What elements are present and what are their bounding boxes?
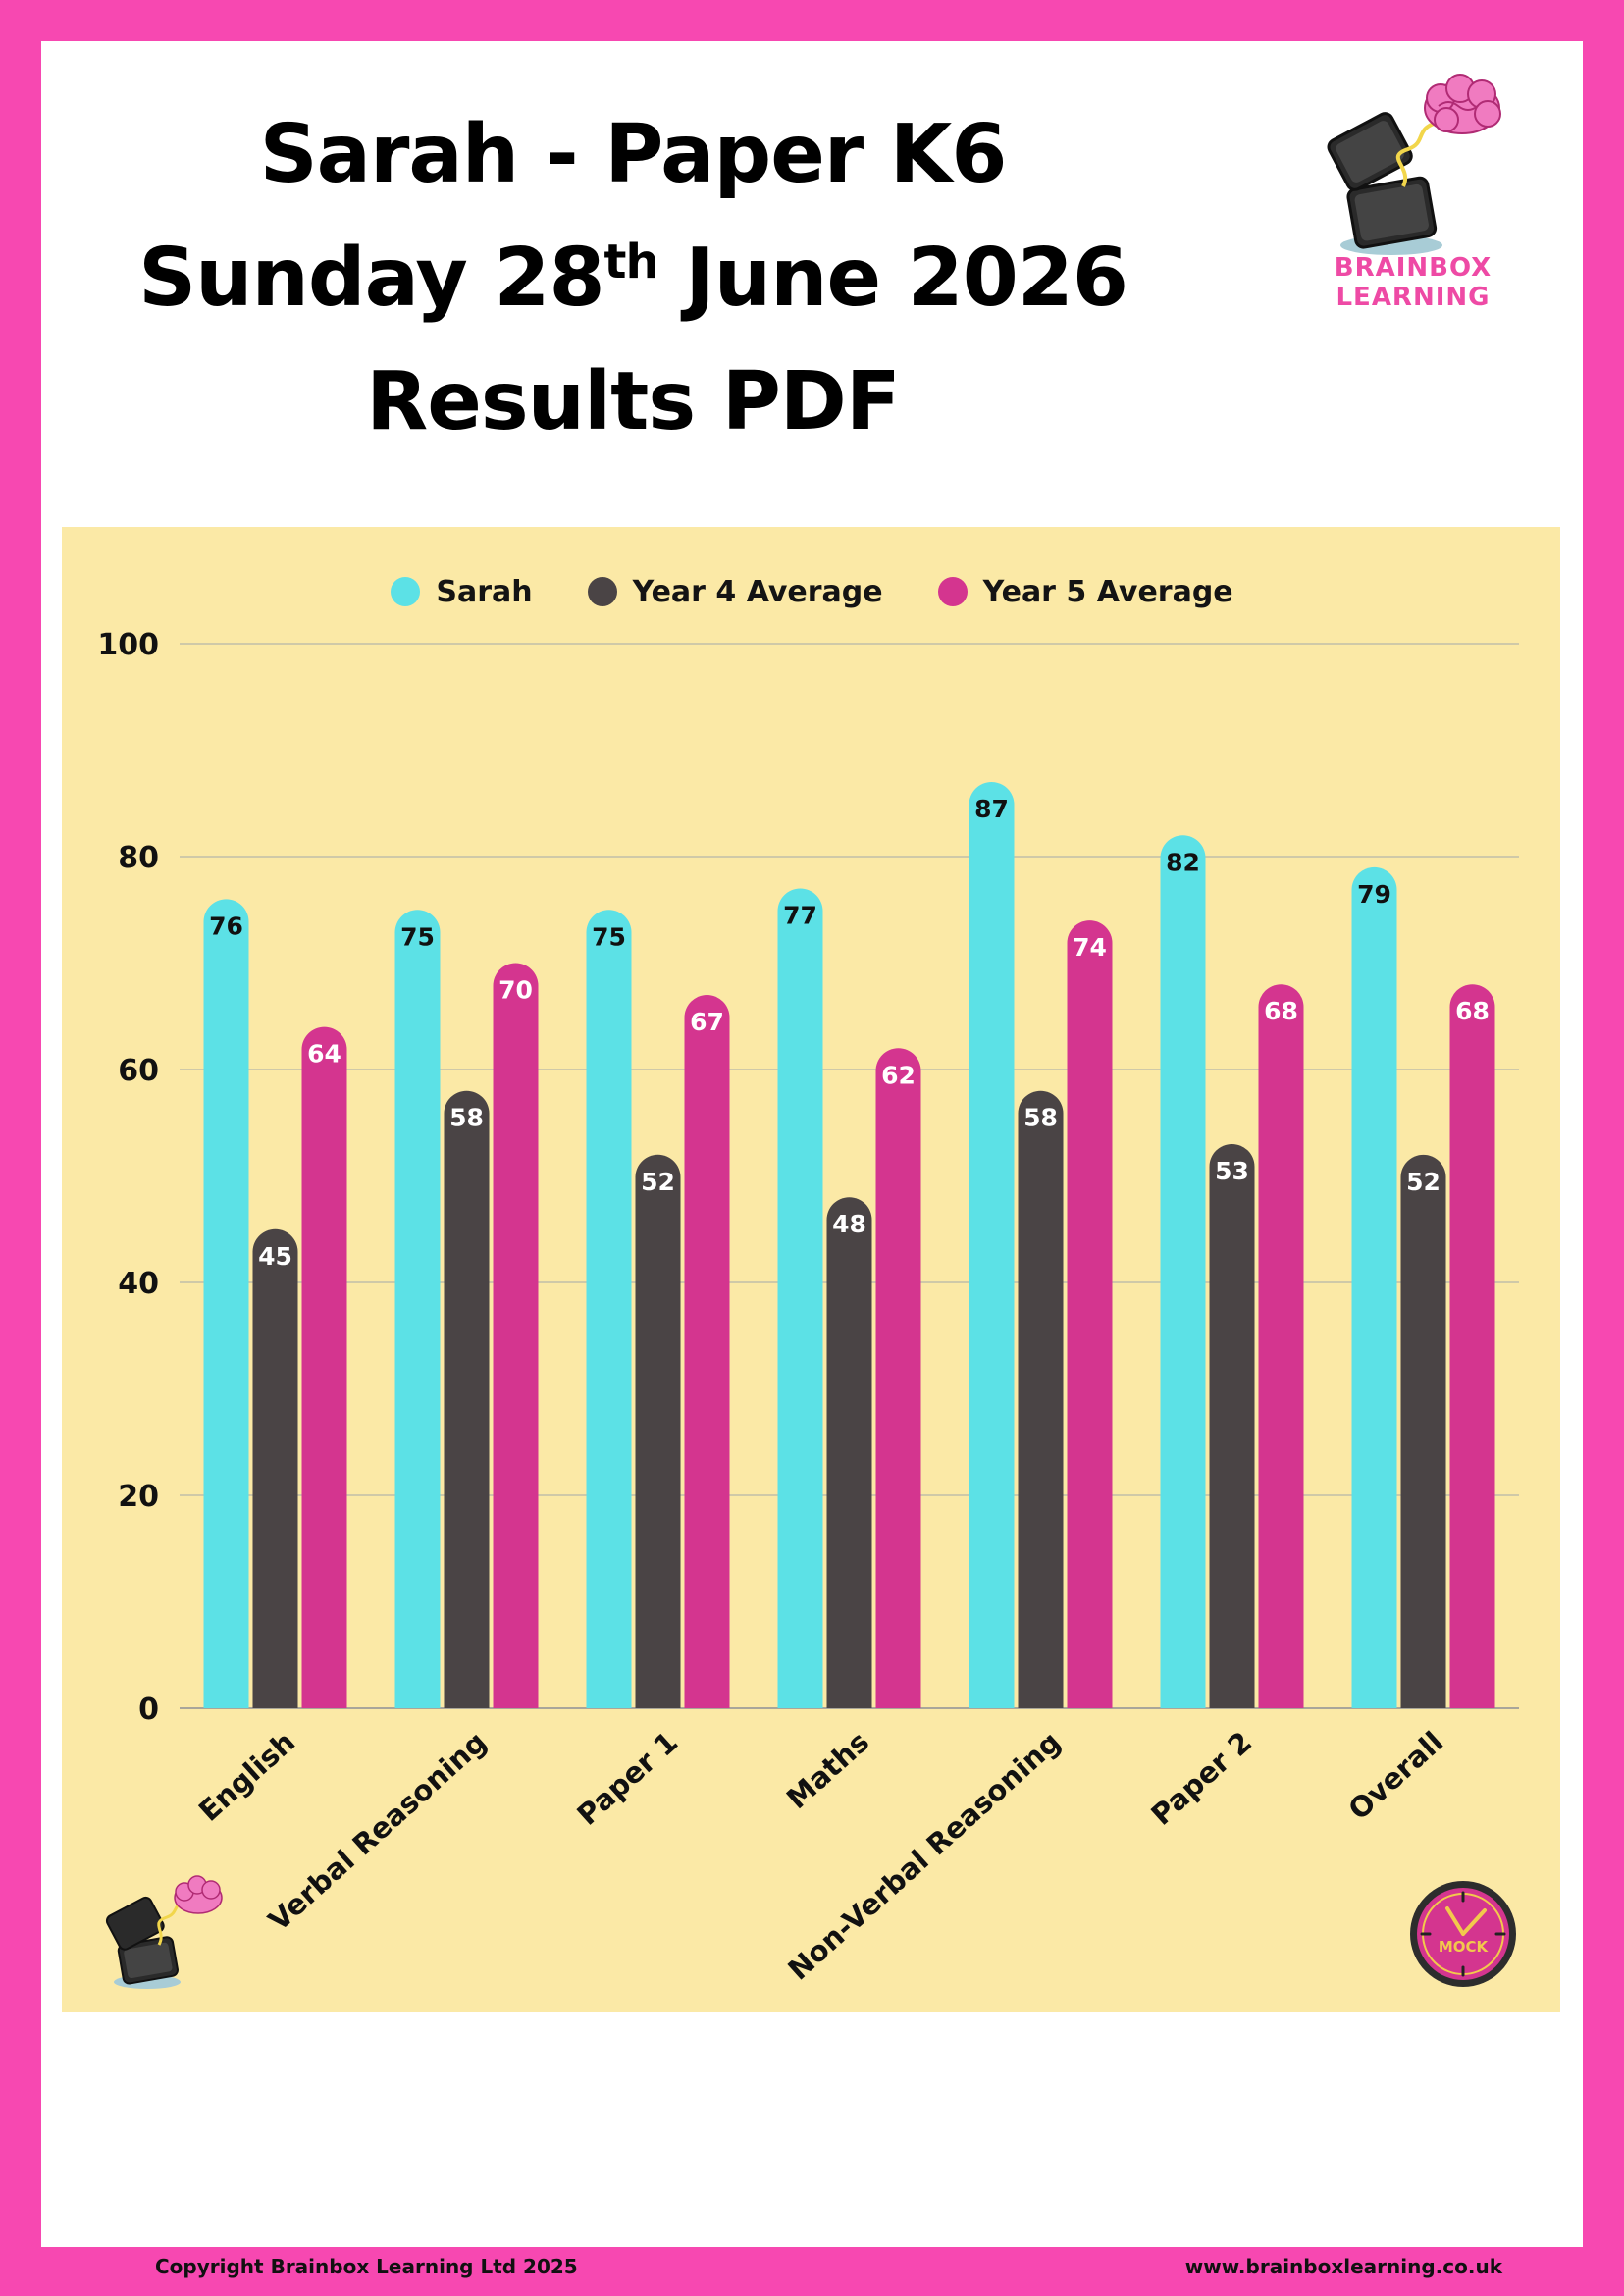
chart-legend: Sarah Year 4 Average Year 5 Average [0,572,1624,611]
legend-label-year4: Year 4 Average [632,574,883,609]
data-label: 58 [449,1104,484,1132]
data-label: 68 [1264,997,1298,1025]
legend-dot-year5 [937,577,968,606]
bar-year-4-average-paper-2 [1209,1143,1255,1708]
bar-sarah-english [203,899,249,1708]
data-label: 62 [881,1061,916,1089]
y-tick-label: 80 [118,841,159,875]
data-label: 76 [209,912,243,940]
mock-badge-text: MOCK [1439,1938,1490,1956]
data-label: 74 [1073,933,1107,962]
data-label: 52 [1406,1168,1441,1196]
data-label: 67 [690,1008,724,1036]
bar-year-5-average-maths [875,1048,921,1708]
legend-item-year5: Year 5 Average [937,572,1233,611]
x-tick-label: Verbal Reasoning [262,1725,493,1938]
legend-dot-year4 [587,577,617,606]
data-label: 79 [1357,880,1391,909]
data-label: 52 [641,1168,675,1196]
legend-label-year5: Year 5 Average [982,574,1233,609]
bar-year-4-average-overall [1400,1154,1446,1708]
x-tick-label: English [192,1725,301,1828]
title-date-suffix: th [603,235,659,289]
data-label: 48 [832,1210,866,1238]
y-tick-label: 40 [118,1267,159,1301]
x-tick-label: Maths [780,1725,875,1815]
data-label: 75 [400,922,435,951]
title-line-3: Results PDF [366,355,901,448]
bar-year-5-average-paper-2 [1258,984,1304,1708]
title-date-day: Sunday 28 [138,232,604,325]
bar-year-4-average-english [252,1228,298,1708]
bar-year-5-average-english [301,1026,347,1708]
data-label: 87 [974,795,1009,823]
bar-year-5-average-overall [1449,984,1495,1708]
bar-year-5-average-non-verbal-reasoning [1067,920,1113,1708]
data-label: 75 [592,922,626,951]
footer-website[interactable]: www.brainboxlearning.co.uk [1184,2255,1502,2278]
bar-year-5-average-verbal-reasoning [493,963,539,1708]
bar-year-4-average-paper-1 [635,1154,681,1708]
bar-sarah-paper-2 [1160,835,1206,1708]
bar-sarah-overall [1351,866,1397,1708]
y-tick-label: 0 [138,1693,159,1727]
bar-sarah-non-verbal-reasoning [969,782,1015,1708]
legend-item-sarah: Sarah [391,572,533,611]
x-tick-label: Paper 1 [570,1725,684,1832]
data-label: 45 [258,1242,292,1271]
data-label: 68 [1455,997,1490,1025]
bar-year-5-average-paper-1 [684,995,730,1708]
page-title: Sarah - Paper K6 Sunday 28th June 2026 R… [79,93,1187,464]
bar-year-4-average-verbal-reasoning [444,1090,490,1708]
legend-item-year4: Year 4 Average [587,572,883,611]
bar-year-4-average-non-verbal-reasoning [1018,1090,1064,1708]
data-label: 77 [783,902,817,930]
data-label: 58 [1023,1104,1058,1132]
legend-label-sarah: Sarah [436,574,533,609]
x-tick-label: Overall [1341,1725,1449,1827]
bar-sarah-verbal-reasoning [394,910,441,1708]
title-date-rest: June 2026 [657,232,1128,325]
x-tick-label: Paper 2 [1144,1725,1258,1832]
brainbox-logo-icon [1327,74,1501,255]
bar-sarah-paper-1 [586,910,632,1708]
bar-sarah-maths [777,888,823,1708]
legend-dot-sarah [391,577,421,606]
brainbox-small-logo-icon [105,1875,223,1989]
bar-year-4-average-maths [826,1197,872,1708]
y-tick-label: 20 [118,1480,159,1514]
title-line-2: Sunday 28th June 2026 [79,217,1187,340]
data-label: 53 [1215,1157,1249,1185]
data-label: 82 [1166,848,1200,876]
data-label: 64 [307,1040,341,1069]
mock-exam-badge-icon: MOCK [1410,1881,1516,1987]
brand-logo-text: BRAINBOX LEARNING [1334,253,1493,312]
data-label: 70 [498,976,533,1005]
footer-copyright: Copyright Brainbox Learning Ltd 2025 [155,2255,578,2278]
y-tick-label: 100 [97,628,159,662]
y-tick-label: 60 [118,1054,159,1088]
title-line-1: Sarah - Paper K6 [259,108,1008,201]
